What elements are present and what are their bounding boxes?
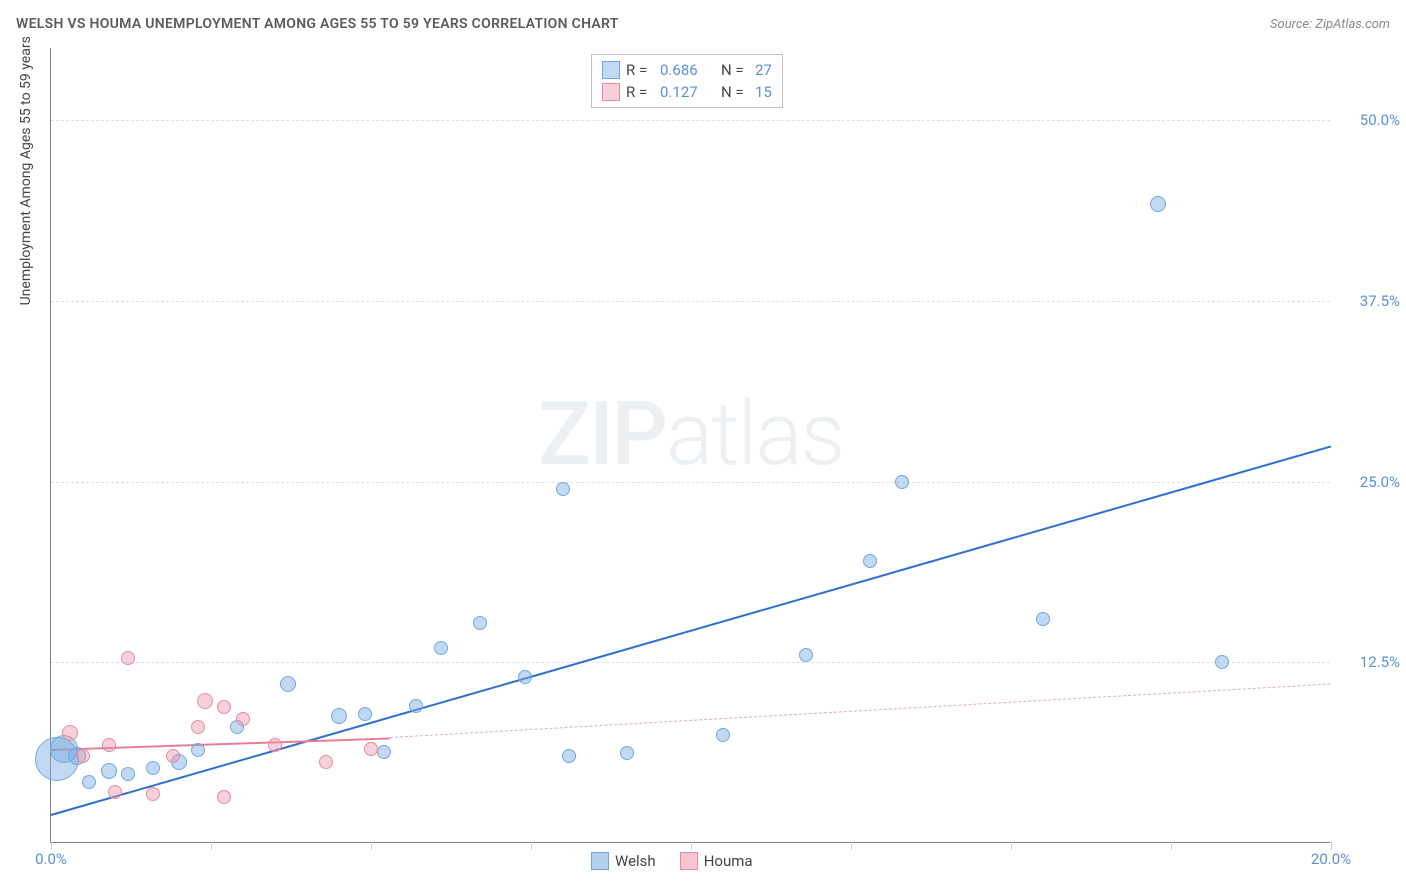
series-legend: Welsh Houma [591, 852, 753, 870]
data-point-welsh [799, 648, 813, 662]
data-point-welsh [358, 707, 372, 721]
data-point-houma [121, 651, 135, 665]
data-point-welsh [863, 554, 877, 568]
trend-line-extrapolated [390, 684, 1331, 738]
legend-item: Houma [680, 852, 753, 870]
data-point-houma [364, 742, 378, 756]
data-point-houma [268, 738, 282, 752]
data-point-welsh [101, 763, 117, 779]
data-point-welsh [895, 475, 909, 489]
data-point-welsh [1215, 655, 1229, 669]
data-point-welsh [620, 746, 634, 760]
data-point-welsh [434, 641, 448, 655]
y-tick-label: 37.5% [1340, 292, 1400, 310]
legend-r-value: 0.686 [660, 61, 715, 79]
data-point-welsh [556, 482, 570, 496]
legend-r-label: R = [626, 83, 654, 101]
data-point-welsh [191, 743, 205, 757]
x-tick [691, 842, 692, 850]
correlation-legend: R = 0.686 N = 27 R = 0.127 N = 15 [591, 54, 783, 108]
data-point-houma [62, 725, 78, 741]
data-point-welsh [716, 728, 730, 742]
data-point-houma [319, 755, 333, 769]
legend-swatch [680, 852, 698, 870]
data-point-houma [236, 712, 250, 726]
data-point-welsh [377, 745, 391, 759]
gridline-horizontal [51, 662, 1330, 663]
legend-n-label: N = [721, 61, 749, 79]
data-point-welsh [409, 699, 423, 713]
legend-row-houma: R = 0.127 N = 15 [602, 81, 772, 103]
x-tick [1171, 842, 1172, 850]
x-tick [851, 842, 852, 850]
legend-swatch [602, 83, 620, 101]
legend-r-value: 0.127 [660, 83, 715, 101]
data-point-welsh [1150, 196, 1166, 212]
data-point-houma [166, 749, 180, 763]
scatter-plot-area: ZIPatlas R =0.686N =27R =0.127N =15 Wels… [50, 48, 1330, 843]
x-tick [1331, 842, 1332, 850]
x-tick [531, 842, 532, 850]
chart-header: WELSH VS HOUMA UNEMPLOYMENT AMONG AGES 5… [0, 0, 1406, 40]
chart-title: WELSH VS HOUMA UNEMPLOYMENT AMONG AGES 5… [16, 16, 619, 32]
data-point-houma [191, 720, 205, 734]
legend-item: Welsh [591, 852, 656, 870]
x-tick [51, 842, 52, 850]
legend-n-value: 27 [755, 61, 772, 79]
x-tick [1011, 842, 1012, 850]
trend-line [51, 446, 1332, 817]
x-tick-label: 0.0% [35, 850, 67, 868]
y-tick-label: 25.0% [1340, 473, 1400, 491]
gridline-horizontal [51, 482, 1330, 483]
data-point-welsh [518, 670, 532, 684]
watermark: ZIPatlas [538, 383, 843, 486]
x-tick [211, 842, 212, 850]
chart-source: Source: ZipAtlas.com [1270, 17, 1390, 32]
data-point-welsh [562, 749, 576, 763]
data-point-houma [217, 700, 231, 714]
legend-n-label: N = [721, 83, 749, 101]
data-point-houma [146, 787, 160, 801]
y-tick-label: 50.0% [1340, 111, 1400, 129]
legend-swatch [591, 852, 609, 870]
gridline-horizontal [51, 301, 1330, 302]
legend-label: Houma [704, 852, 753, 870]
x-tick [371, 842, 372, 850]
legend-r-label: R = [626, 61, 654, 79]
data-point-houma [108, 785, 122, 799]
data-point-welsh [331, 708, 347, 724]
legend-label: Welsh [615, 852, 656, 870]
gridline-horizontal [51, 120, 1330, 121]
legend-n-value: 15 [755, 83, 772, 101]
data-point-welsh [280, 676, 296, 692]
legend-swatch [602, 61, 620, 79]
data-point-houma [197, 693, 213, 709]
data-point-welsh [146, 761, 160, 775]
data-point-houma [76, 749, 90, 763]
data-point-welsh [121, 767, 135, 781]
legend-row-welsh: R = 0.686 N = 27 [602, 59, 772, 81]
data-point-welsh [1036, 612, 1050, 626]
data-point-houma [217, 790, 231, 804]
x-tick-label: 20.0% [1311, 850, 1351, 868]
y-tick-label: 12.5% [1340, 653, 1400, 671]
data-point-welsh [473, 616, 487, 630]
data-point-houma [102, 738, 116, 752]
data-point-welsh [82, 775, 96, 789]
y-axis-title: Unemployment Among Ages 55 to 59 years [18, 36, 34, 305]
